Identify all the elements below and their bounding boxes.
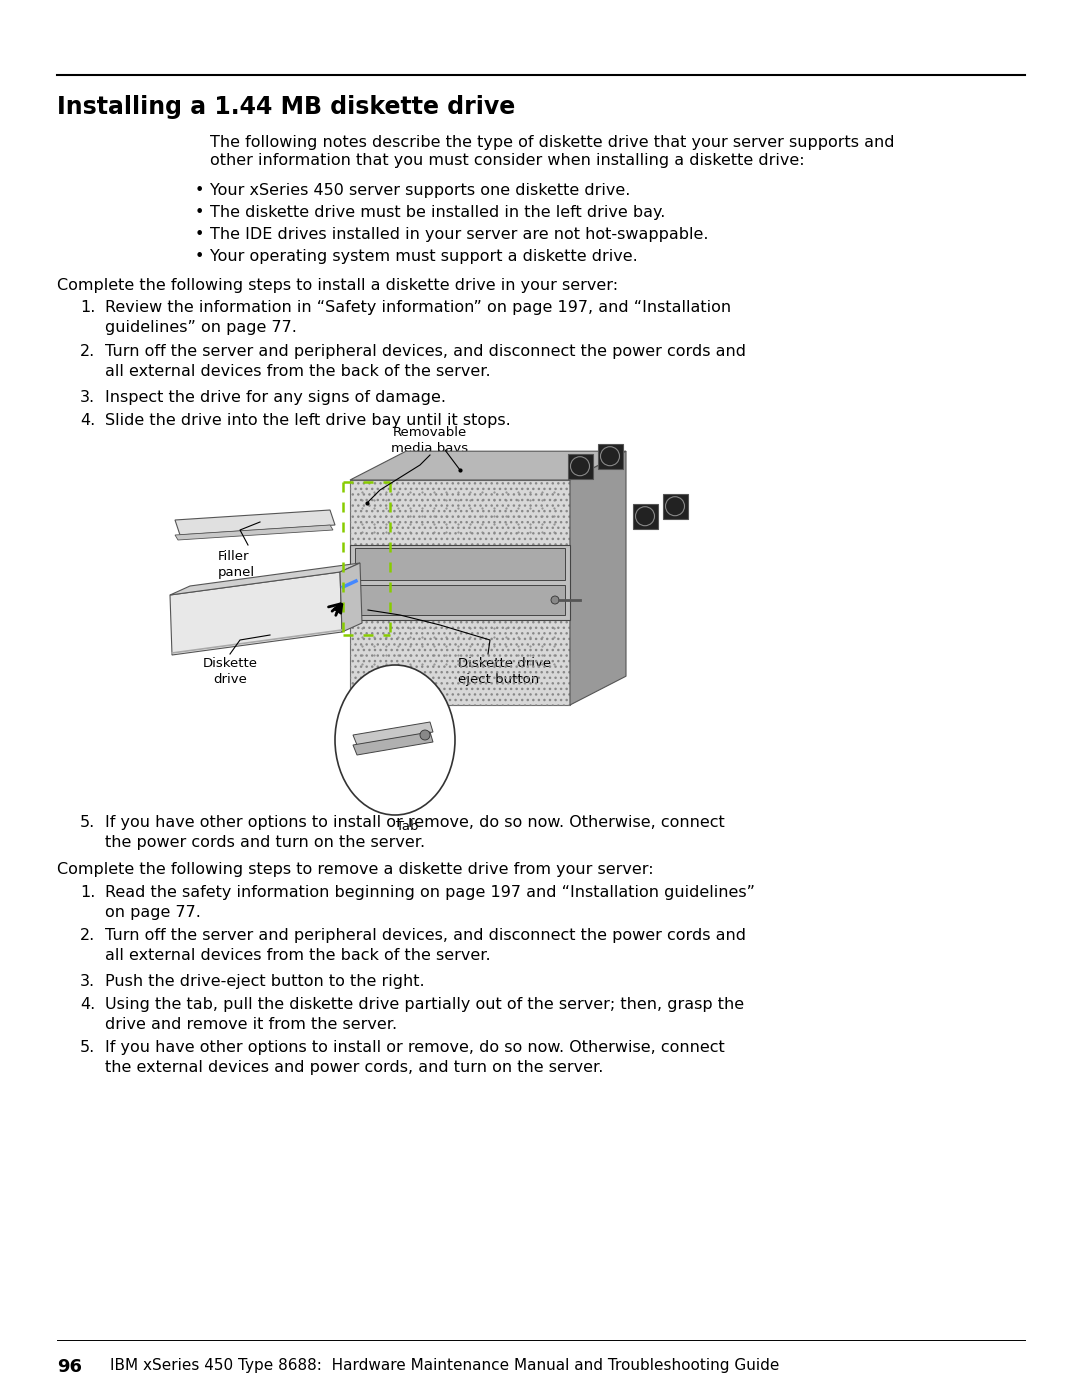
Circle shape xyxy=(420,731,430,740)
Text: Turn off the server and peripheral devices, and disconnect the power cords and
a: Turn off the server and peripheral devic… xyxy=(105,928,746,964)
Polygon shape xyxy=(175,525,333,541)
Text: If you have other options to install or remove, do so now. Otherwise, connect
th: If you have other options to install or … xyxy=(105,814,725,851)
Polygon shape xyxy=(570,451,626,705)
Text: •: • xyxy=(195,226,204,242)
Text: Your xSeries 450 server supports one diskette drive.: Your xSeries 450 server supports one dis… xyxy=(210,183,631,198)
Text: Turn off the server and peripheral devices, and disconnect the power cords and
a: Turn off the server and peripheral devic… xyxy=(105,344,746,380)
Text: Tab: Tab xyxy=(395,820,418,833)
Text: 96: 96 xyxy=(57,1358,82,1376)
Text: IBM xSeries 450 Type 8688:  Hardware Maintenance Manual and Troubleshooting Guid: IBM xSeries 450 Type 8688: Hardware Main… xyxy=(110,1358,780,1373)
Text: Read the safety information beginning on page 197 and “Installation guidelines”
: Read the safety information beginning on… xyxy=(105,886,755,921)
Text: 3.: 3. xyxy=(80,390,95,405)
Polygon shape xyxy=(350,545,570,620)
Text: 1.: 1. xyxy=(80,886,95,900)
Text: •: • xyxy=(195,249,204,264)
Text: 2.: 2. xyxy=(80,928,95,943)
Text: Slide the drive into the left drive bay until it stops.: Slide the drive into the left drive bay … xyxy=(105,414,511,427)
Text: Push the drive-eject button to the right.: Push the drive-eject button to the right… xyxy=(105,974,424,989)
Polygon shape xyxy=(175,510,335,535)
Text: Diskette drive
eject button: Diskette drive eject button xyxy=(458,657,551,686)
Text: Filler
panel: Filler panel xyxy=(218,550,255,578)
Text: Review the information in “Safety information” on page 197, and “Installation
gu: Review the information in “Safety inform… xyxy=(105,300,731,335)
Polygon shape xyxy=(633,504,658,528)
Text: The IDE drives installed in your server are not hot-swappable.: The IDE drives installed in your server … xyxy=(210,226,708,242)
Polygon shape xyxy=(170,563,360,595)
Polygon shape xyxy=(340,563,362,631)
Text: other information that you must consider when installing a diskette drive:: other information that you must consider… xyxy=(210,154,805,168)
Polygon shape xyxy=(597,444,622,469)
Text: Removable
media bays: Removable media bays xyxy=(391,426,469,455)
Polygon shape xyxy=(350,481,570,705)
Polygon shape xyxy=(353,732,433,754)
Polygon shape xyxy=(355,548,565,580)
Circle shape xyxy=(551,597,559,604)
Text: The diskette drive must be installed in the left drive bay.: The diskette drive must be installed in … xyxy=(210,205,665,219)
Text: The following notes describe the type of diskette drive that your server support: The following notes describe the type of… xyxy=(210,136,894,149)
Text: Complete the following steps to install a diskette drive in your server:: Complete the following steps to install … xyxy=(57,278,618,293)
Polygon shape xyxy=(567,454,593,479)
Ellipse shape xyxy=(335,665,455,814)
Text: 4.: 4. xyxy=(80,997,95,1011)
Text: Installing a 1.44 MB diskette drive: Installing a 1.44 MB diskette drive xyxy=(57,95,515,119)
Text: Inspect the drive for any signs of damage.: Inspect the drive for any signs of damag… xyxy=(105,390,446,405)
Text: 4.: 4. xyxy=(80,414,95,427)
Text: Diskette
drive: Diskette drive xyxy=(203,657,257,686)
Text: Complete the following steps to remove a diskette drive from your server:: Complete the following steps to remove a… xyxy=(57,862,653,877)
Text: If you have other options to install or remove, do so now. Otherwise, connect
th: If you have other options to install or … xyxy=(105,1039,725,1076)
Text: 1.: 1. xyxy=(80,300,95,314)
Polygon shape xyxy=(355,585,565,615)
Text: 3.: 3. xyxy=(80,974,95,989)
Text: •: • xyxy=(195,183,204,198)
Polygon shape xyxy=(353,722,433,745)
Polygon shape xyxy=(662,493,688,518)
Text: •: • xyxy=(195,205,204,219)
Text: 5.: 5. xyxy=(80,814,95,830)
Text: Your operating system must support a diskette drive.: Your operating system must support a dis… xyxy=(210,249,638,264)
Polygon shape xyxy=(170,571,342,655)
Text: 2.: 2. xyxy=(80,344,95,359)
Text: Using the tab, pull the diskette drive partially out of the server; then, grasp : Using the tab, pull the diskette drive p… xyxy=(105,997,744,1032)
Text: 5.: 5. xyxy=(80,1039,95,1055)
Polygon shape xyxy=(350,451,626,481)
